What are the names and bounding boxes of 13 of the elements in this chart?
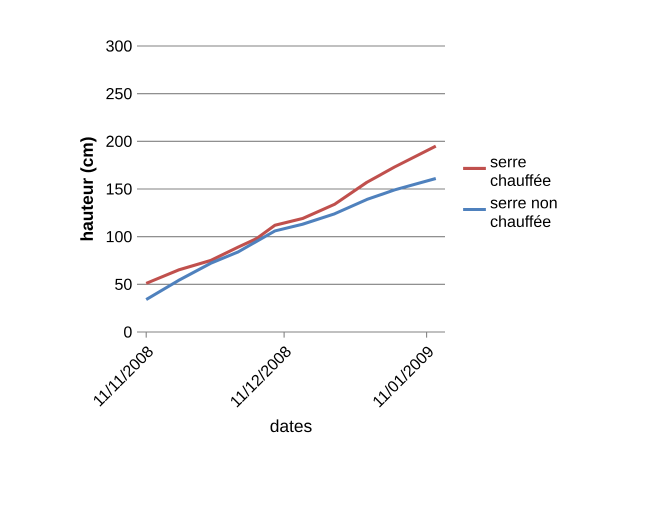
y-tick-label: 200: [106, 136, 132, 147]
y-tick-label: 50: [115, 278, 132, 290]
y-tick-label: 150: [106, 183, 132, 195]
y-tick-label: 300: [106, 40, 132, 52]
y-tick-label: 100: [106, 231, 132, 242]
legend-label: serre non chauffée: [490, 200, 557, 228]
legend-label: serre chauffée: [490, 158, 550, 186]
line-series: [144, 144, 438, 285]
y-tick-label: 0: [124, 326, 132, 338]
x-axis-title: dates: [270, 419, 312, 432]
line-series: [144, 176, 438, 302]
y-tick-label: 250: [106, 88, 132, 100]
y-axis-title: hauteur (cm): [80, 137, 96, 240]
